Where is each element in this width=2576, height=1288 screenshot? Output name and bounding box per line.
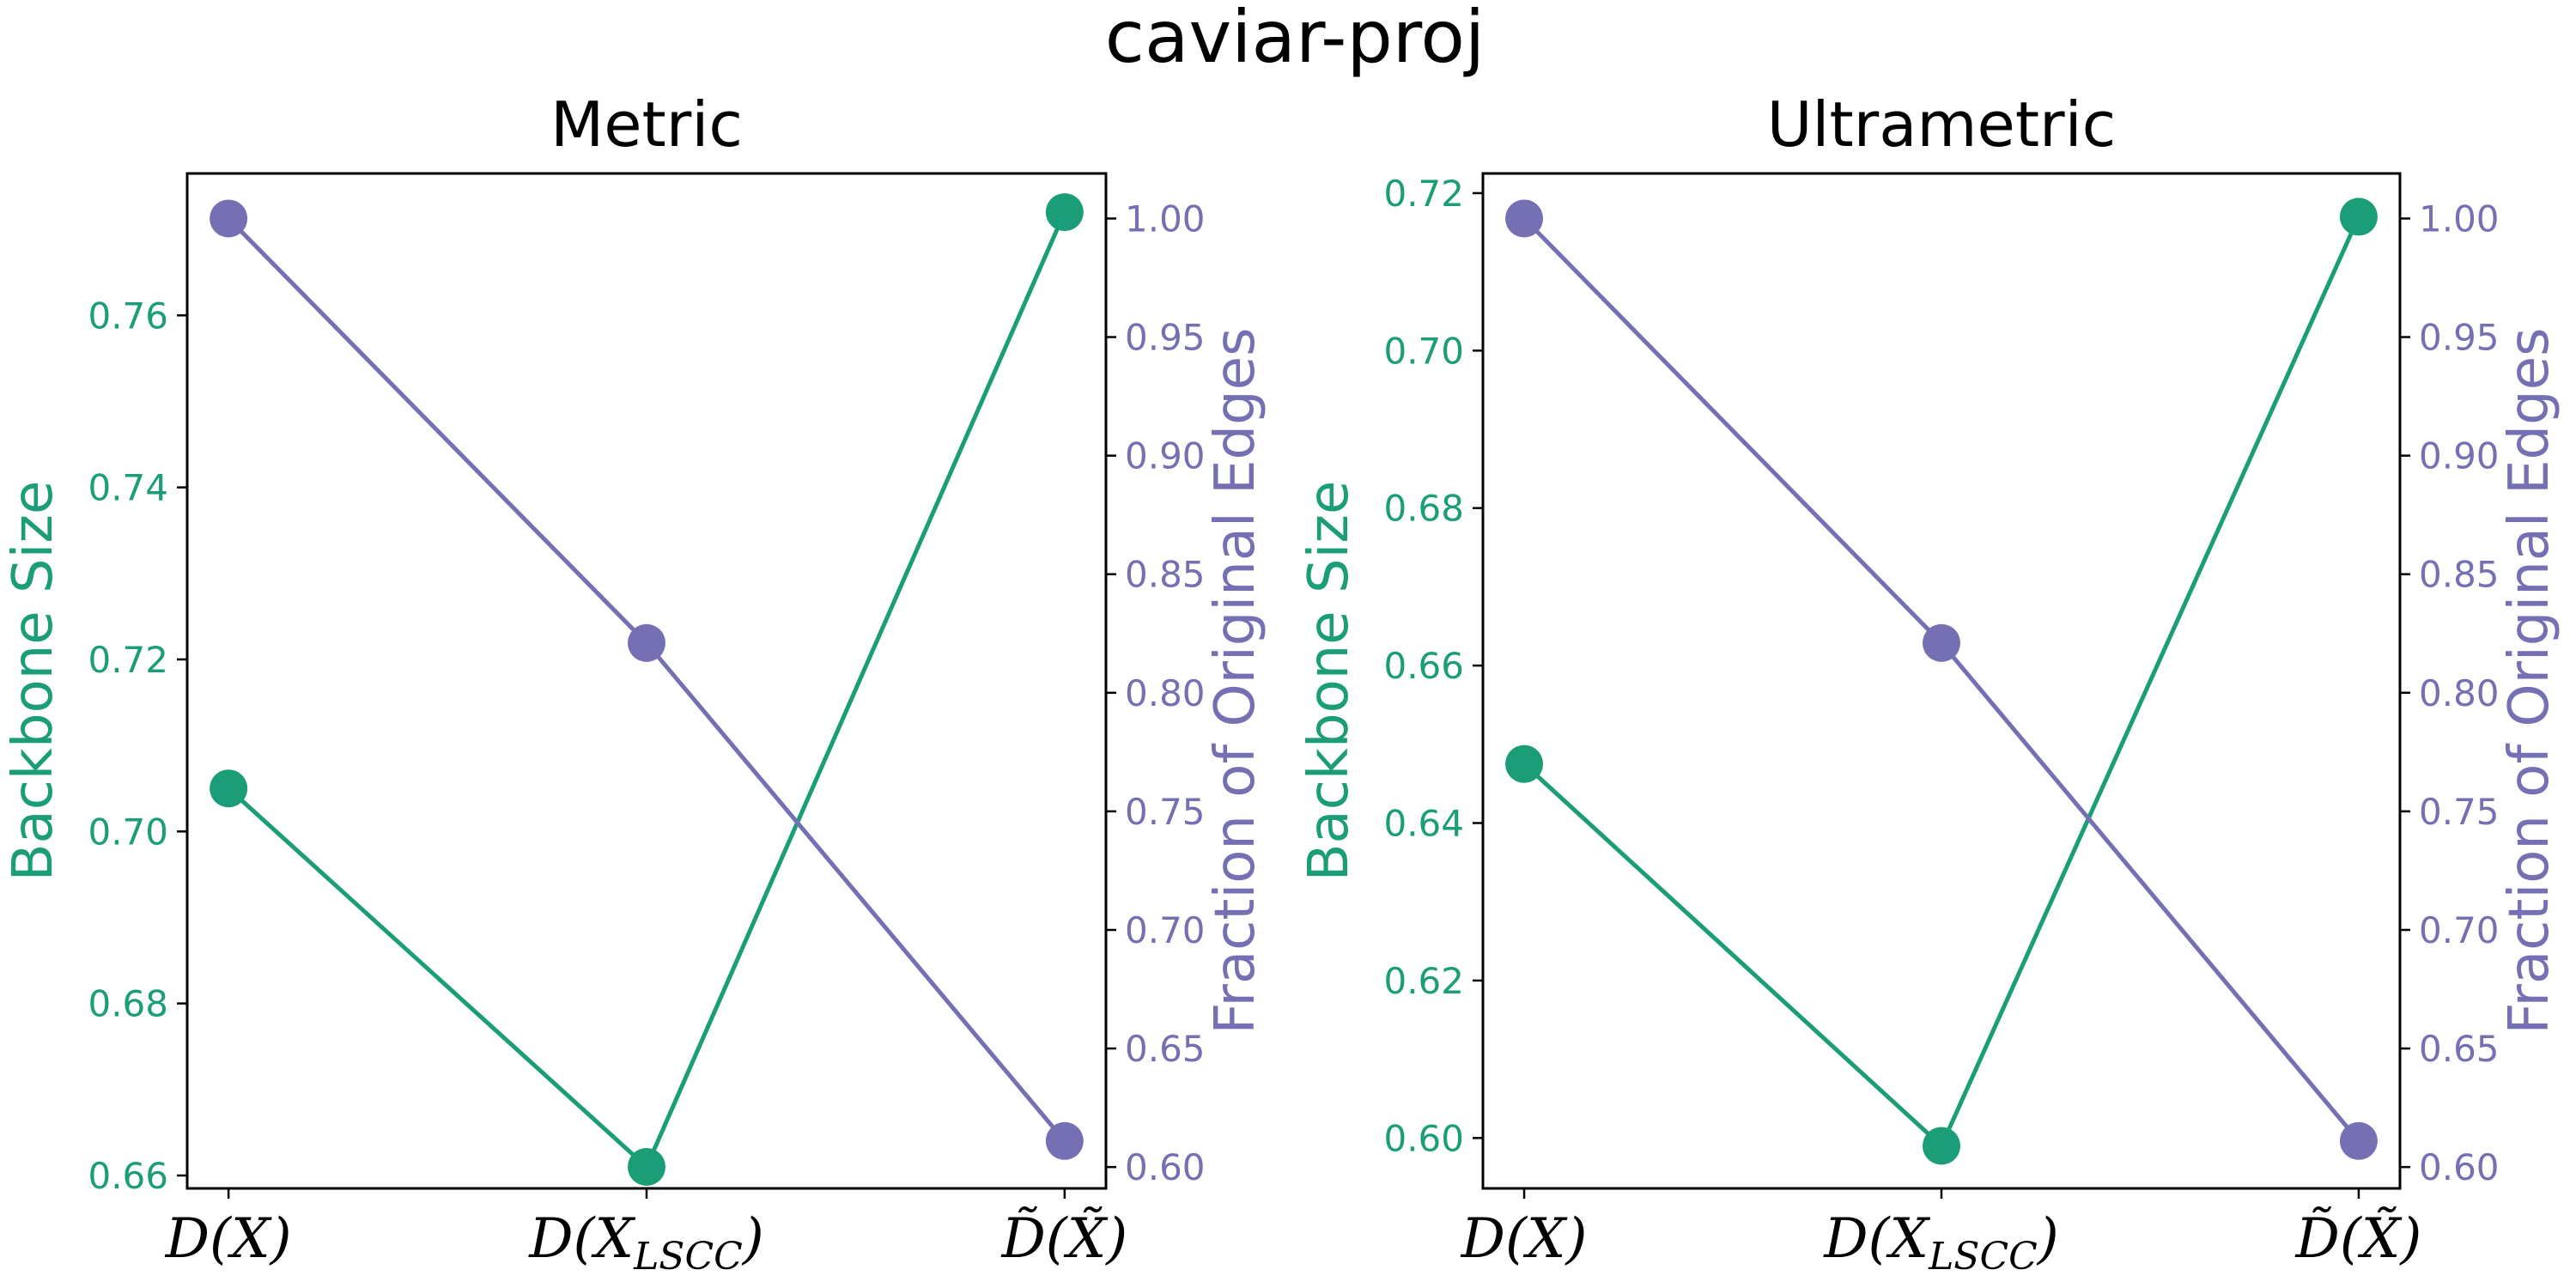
- fraction-edges-line: [1522, 216, 2360, 1143]
- fraction-edges-point: [1505, 199, 1544, 238]
- panel-title: Ultrametric: [1767, 88, 2117, 161]
- plot-frame: [1481, 172, 2402, 1190]
- x-tick-label: D(X): [1461, 1207, 1588, 1271]
- y-left-tick-label: 0.68: [88, 983, 168, 1025]
- fraction-edges-point: [1045, 1121, 1084, 1160]
- y-left-axis-label: Backbone Size: [1297, 481, 1361, 882]
- backbone-size-line: [1522, 216, 2361, 1150]
- fraction-edges-line: [227, 216, 1066, 1143]
- fraction-edges-point: [628, 623, 665, 662]
- backbone-size-point: [210, 769, 248, 808]
- y-right-tick-label: 0.90: [1125, 435, 1206, 477]
- y-left-tick-label: 0.70: [88, 811, 168, 853]
- backbone-size-point: [628, 1147, 665, 1186]
- x-tick-label: D̃(X̃): [2295, 1206, 2422, 1271]
- y-right-tick-label: 0.70: [1125, 909, 1206, 951]
- fraction-edges-point: [2339, 1121, 2378, 1160]
- fraction-edges-point: [1923, 623, 1960, 662]
- y-left-tick-label: 0.60: [1383, 1117, 1464, 1159]
- y-right-tick-label: 0.65: [2419, 1028, 2500, 1070]
- y-right-tick-label: 1.00: [1125, 197, 1206, 240]
- y-left-tick-label: 0.68: [1383, 488, 1464, 530]
- y-left-tick-label: 0.70: [1383, 330, 1464, 372]
- y-right-tick-label: 0.60: [2419, 1146, 2500, 1188]
- y-left-tick-label: 0.74: [88, 467, 168, 509]
- y-left-tick-label: 0.72: [1383, 173, 1464, 215]
- backbone-size-point: [1923, 1127, 1960, 1165]
- backbone-size-point: [1505, 744, 1544, 783]
- y-right-tick-label: 0.65: [1125, 1028, 1206, 1070]
- y-left-tick-label: 0.64: [1383, 803, 1464, 845]
- y-right-tick-label: 0.85: [1125, 554, 1206, 596]
- x-tick-label: D(XLSCC): [528, 1207, 764, 1279]
- y-right-tick-label: 0.70: [2419, 909, 2500, 951]
- y-left-tick-label: 0.66: [88, 1155, 168, 1197]
- y-right-tick-label: 0.75: [1125, 791, 1206, 833]
- panel-ultrametric: Ultrametric 0.60 0.62 0.64 0.66 0.68 0.70 0.72 0…: [1297, 88, 2561, 1279]
- y-left-axis-label: Backbone Size: [2, 481, 65, 882]
- y-right-axis-label: Fraction of Original Edges: [1204, 327, 1267, 1034]
- y-right-tick-label: 0.80: [2419, 672, 2500, 714]
- y-left-tick-label: 0.72: [88, 639, 168, 681]
- y-right-tick-label: 0.75: [2419, 791, 2500, 833]
- y-left-tick-label: 0.62: [1383, 960, 1464, 1002]
- y-right-tick-label: 0.95: [2419, 317, 2500, 359]
- x-tick-label: D(X): [165, 1207, 292, 1271]
- y-right-tick-label: 0.95: [1125, 317, 1206, 359]
- fraction-edges-point: [210, 199, 248, 238]
- y-right-tick-label: 0.60: [1125, 1146, 1206, 1188]
- x-tick-label: D̃(X̃): [1000, 1206, 1127, 1271]
- y-right-tick-label: 0.80: [1125, 672, 1206, 714]
- panel-metric: Metric 0.66 0.68 0.70 0.72 0.74 0.76 0.60 0.65 0.…: [2, 88, 1267, 1279]
- y-right-tick-label: 0.90: [2419, 435, 2500, 477]
- panel-title: Metric: [550, 88, 743, 161]
- y-right-axis-label: Fraction of Original Edges: [2498, 327, 2561, 1034]
- backbone-size-line: [227, 211, 1067, 1171]
- figure-title: caviar-proj: [1105, 0, 1485, 79]
- backbone-size-point: [1045, 193, 1084, 232]
- y-left-tick-label: 0.66: [1383, 645, 1464, 687]
- y-right-tick-label: 0.85: [2419, 554, 2500, 596]
- y-right-tick-label: 1.00: [2419, 197, 2500, 240]
- x-tick-label: D(XLSCC): [1823, 1207, 2059, 1279]
- plot-frame: [185, 172, 1108, 1190]
- y-left-tick-label: 0.76: [88, 295, 168, 337]
- backbone-size-point: [2339, 197, 2378, 236]
